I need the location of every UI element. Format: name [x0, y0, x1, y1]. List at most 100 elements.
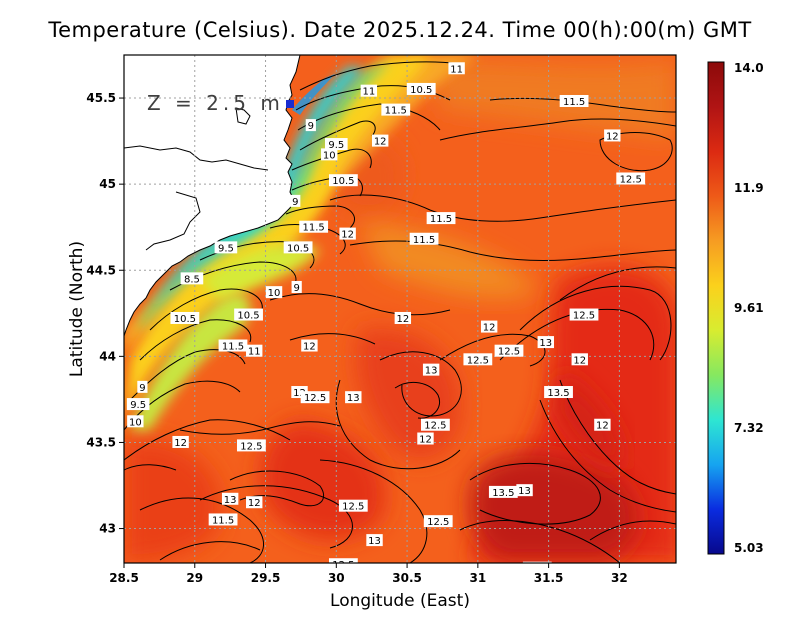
- contour-label: 13: [221, 492, 239, 506]
- coastline-land: [124, 55, 301, 337]
- contour-label-text: 12: [483, 323, 496, 334]
- contour-label: 13: [537, 336, 554, 349]
- contour-line: [329, 194, 676, 222]
- y-tick-label: 44: [99, 349, 116, 363]
- contour-line: [289, 333, 376, 345]
- colorbar-label: 5.03: [734, 541, 764, 555]
- colorbar: 14.0 11.9 9.61 7.32 5.03: [707, 61, 764, 555]
- colorbar-label: 11.9: [734, 181, 764, 195]
- contour-line: [489, 97, 676, 113]
- contour-label-bg: [221, 492, 239, 505]
- contour-label-text: 13: [347, 393, 360, 404]
- contour-label-text: 12.5: [573, 311, 595, 322]
- contour-label: 9: [290, 194, 301, 208]
- contour-label-bg: [299, 220, 329, 233]
- contour-label-text: 10.5: [287, 243, 309, 254]
- contour-label-bg: [420, 418, 450, 431]
- contour-label: 13: [516, 484, 533, 497]
- contour-label-text: 12: [285, 586, 298, 597]
- x-axis-ticks: 28.5 29 29.5 30 30.5 31 31.5 32: [109, 563, 628, 585]
- contour-line: [159, 541, 261, 561]
- contour-line: [319, 459, 428, 563]
- contour-line: [229, 470, 325, 507]
- contour-label: 10.5: [328, 174, 358, 187]
- contour-label-text: 13: [425, 366, 438, 377]
- contour-label: 10: [127, 415, 144, 428]
- contour-label: 9.5: [325, 138, 348, 151]
- contour-label: 10.5: [406, 82, 436, 96]
- contour-label-bg: [448, 62, 465, 75]
- x-tick-label: 32: [611, 571, 628, 585]
- contour-line: [124, 380, 241, 431]
- colorbar-label: 14.0: [734, 61, 764, 75]
- colorbar-label: 9.61: [734, 301, 764, 315]
- contour-label-text: 13: [539, 338, 552, 349]
- contour-label-bg: [366, 534, 383, 547]
- border-line: [124, 145, 269, 171]
- contour-label-bg: [406, 82, 436, 95]
- contour-label: 11.5: [381, 103, 411, 117]
- contour-label-text: 12: [396, 314, 409, 325]
- contour-label: 9: [291, 280, 302, 294]
- y-tick-label: 45.5: [86, 91, 116, 105]
- contour-label-bg: [246, 496, 263, 509]
- contour-label-text: 11.5: [430, 214, 452, 225]
- contour-line: [124, 464, 177, 471]
- cool-band-green-south: [130, 293, 251, 430]
- contour-label-text: 10.5: [332, 176, 354, 187]
- contour-label-bg: [494, 344, 524, 357]
- contour-label-text: 13.5: [547, 388, 569, 399]
- x-tick-label: 29: [186, 571, 203, 585]
- contour-label: 13: [345, 391, 362, 404]
- contour-label: 12: [480, 320, 498, 334]
- contour-label: 11.5: [208, 513, 238, 526]
- contour-line: [539, 399, 676, 513]
- contour-label-text: 12.5: [240, 441, 262, 452]
- contour-line: [139, 319, 252, 361]
- contour-label-bg: [381, 103, 411, 116]
- contour-label-bg: [569, 308, 599, 321]
- contour-label: 10.5: [170, 311, 200, 325]
- contour-label-bg: [423, 515, 453, 528]
- contour-label-bg: [360, 84, 378, 97]
- contour-label: 9.5: [126, 398, 150, 411]
- contour-label-bg: [426, 212, 456, 225]
- contour-label-text: 12: [174, 438, 187, 449]
- contour-label-bg: [328, 174, 358, 187]
- contour-label: 11.5: [409, 232, 439, 246]
- contour-label-text: 10.5: [174, 314, 196, 325]
- contour-label: 12.5: [423, 515, 453, 528]
- contour-label-bg: [537, 336, 554, 349]
- contour-line: [394, 381, 440, 419]
- contour-label-text: 9.5: [130, 400, 146, 411]
- contour-label: 10.5: [234, 308, 263, 322]
- contour-label-bg: [170, 311, 200, 324]
- contour-label-bg: [127, 415, 144, 428]
- contour-label-bg: [301, 339, 318, 352]
- contour-line: [285, 205, 355, 229]
- contour-label-text: 12.5: [467, 355, 489, 366]
- contour-label-bg: [488, 485, 518, 498]
- contour-label: 12: [371, 134, 389, 148]
- contour-label-bg: [126, 398, 150, 411]
- contour-label-text: 13: [368, 536, 381, 547]
- contour-label-text: 12: [606, 131, 619, 142]
- contour-label-bg: [516, 484, 533, 497]
- contour-label: 12.5: [463, 353, 493, 366]
- contour-label-text: 9.5: [328, 140, 344, 151]
- contour-label: 12.5: [328, 558, 358, 563]
- contour-label-bg: [409, 232, 439, 245]
- contour-line: [291, 148, 372, 171]
- contour-label: 13.5: [522, 561, 552, 563]
- contour-label-text: 12: [293, 388, 306, 399]
- contour-label: 11.5: [299, 220, 329, 234]
- colorbar-gradient: [707, 61, 725, 555]
- contour-label-text: 12: [248, 498, 261, 509]
- contour-label: 11.5: [426, 212, 456, 225]
- contour-label-bg: [522, 561, 552, 563]
- contour-label-bg: [300, 391, 330, 404]
- blue-marker: [286, 100, 294, 108]
- contour-label-text: 10.5: [410, 85, 432, 96]
- contour-label: 9.5: [214, 241, 238, 254]
- contour-label-text: 9.5: [218, 243, 234, 254]
